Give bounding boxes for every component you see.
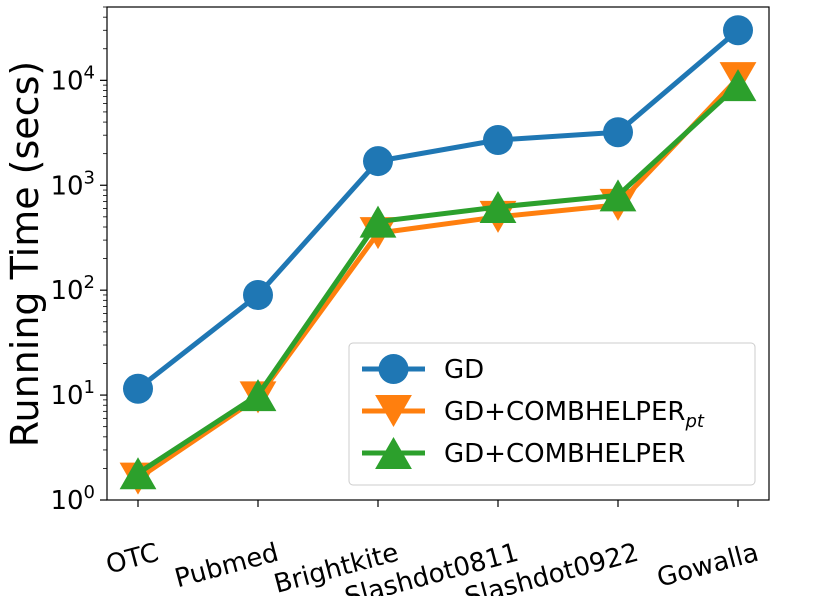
x-tick-label-1: Pubmed	[172, 538, 282, 594]
legend-box	[348, 342, 756, 486]
series-0	[123, 15, 753, 404]
y-tick-label-4: 104	[50, 62, 95, 96]
series-2	[119, 69, 757, 490]
x-tick-label-0: OTC	[103, 538, 162, 581]
series-2-point-0	[119, 457, 157, 490]
x-tick-label-5: Gowalla	[654, 538, 762, 594]
legend-label-0: GD	[444, 355, 484, 385]
series-line-0	[136, 28, 740, 391]
x-axis: OTC PubmedBrightkiteSlashdot0811Slashdot0…	[103, 500, 762, 596]
legend-marker-2	[375, 437, 412, 469]
series-0-point-0	[123, 373, 153, 404]
y-axis-label: Running Time (secs)	[3, 61, 47, 447]
y-tick-label-1: 101	[50, 377, 95, 411]
legend-marker-0	[378, 354, 409, 384]
y-axis: 100 101 102 103 104	[50, 6, 107, 516]
y-tick-label-0: 100	[50, 482, 95, 516]
series-0-point-2	[363, 146, 393, 177]
legend-label-2: GD+COMBHELPER	[444, 439, 685, 469]
series-2-point-5	[719, 69, 757, 102]
series-0-point-4	[603, 117, 633, 148]
series-2-point-1	[239, 379, 277, 412]
series-0-point-3	[483, 124, 513, 155]
series-2-point-3	[479, 191, 517, 224]
series-0-point-1	[243, 279, 273, 310]
plot-frame	[106, 6, 770, 501]
legend-label-1: GD+COMBHELPERpt	[444, 397, 705, 432]
legend: GD GD+COMBHELPERpt GD+COMBHELPER	[348, 342, 756, 486]
y-tick-label-2: 102	[50, 272, 95, 306]
series-line-2	[136, 83, 740, 476]
series-2-point-4	[599, 179, 637, 212]
series-0-point-5	[723, 15, 753, 46]
y-tick-label-3: 103	[50, 167, 95, 201]
series-layer	[119, 15, 757, 495]
legend-marker-1	[375, 395, 412, 427]
series-2-point-2	[359, 205, 397, 238]
